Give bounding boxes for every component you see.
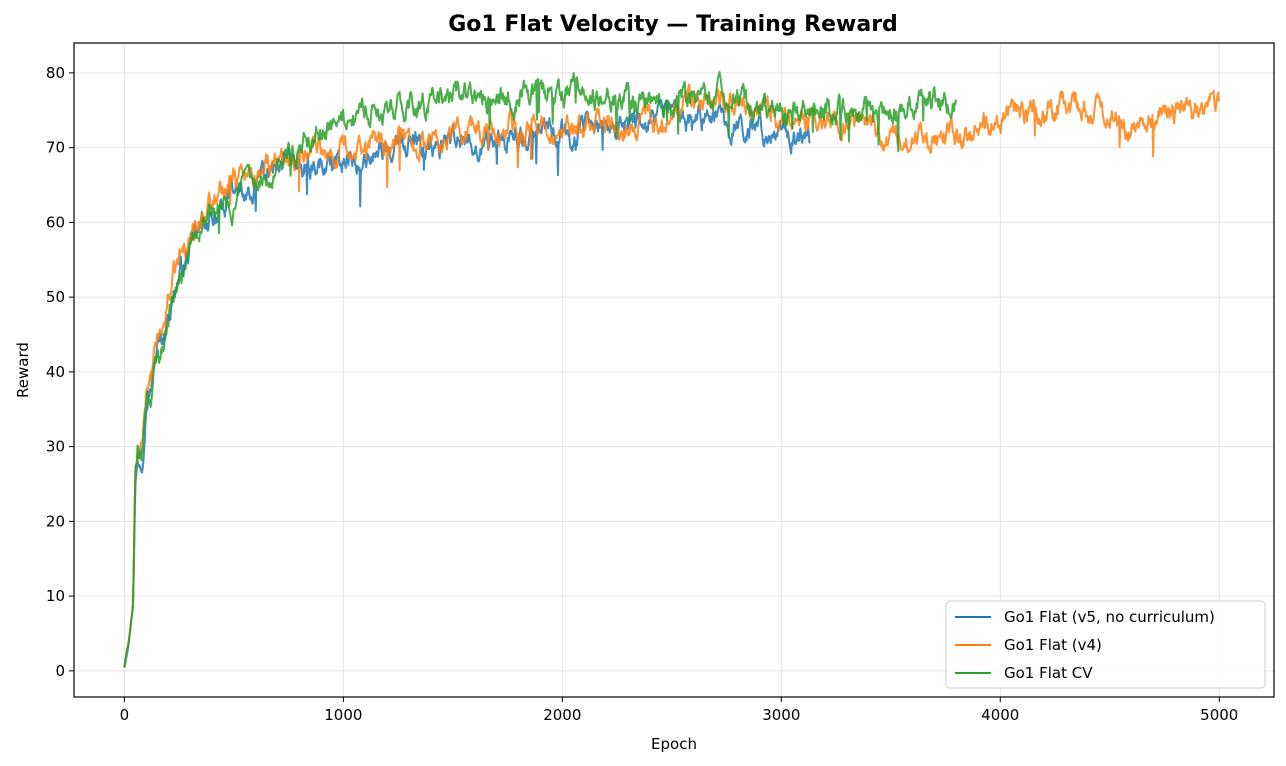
x-tick-label: 1000: [324, 706, 362, 724]
y-tick-label: 70: [46, 139, 65, 157]
x-axis-label: Epoch: [651, 735, 697, 753]
grid-lines: [74, 43, 1274, 697]
plot-area-frame: [73, 42, 1275, 698]
x-tick-label: 4000: [981, 706, 1019, 724]
y-tick-label: 50: [46, 288, 65, 306]
y-axis-label: Reward: [14, 342, 32, 398]
legend-entry: Go1 Flat (v5, no curriculum): [1004, 608, 1215, 626]
legend-entry: Go1 Flat (v4): [1004, 636, 1102, 654]
y-tick-label: 10: [46, 587, 65, 605]
legend-box: [945, 600, 1266, 689]
y-tick-label: 20: [46, 512, 65, 530]
y-tick-label: 40: [46, 363, 65, 381]
y-tick-label: 0: [55, 662, 65, 680]
x-tick-label: 2000: [543, 706, 581, 724]
y-tick-label: 30: [46, 438, 65, 456]
series-line-3: [123, 70, 958, 668]
y-tick-label: 60: [46, 213, 65, 231]
x-tick-label: 3000: [762, 706, 800, 724]
legend-entry: Go1 Flat CV: [1004, 664, 1093, 682]
x-axis-ticks: 0 1000 2000 3000 4000 5000: [120, 697, 1238, 724]
chart-title: Go1 Flat Velocity — Training Reward: [448, 12, 898, 37]
y-axis-ticks: 0 10 20 30 40 50 60 70 80: [46, 64, 74, 680]
x-tick-label: 5000: [1200, 706, 1238, 724]
x-tick-label: 0: [120, 706, 130, 724]
legend: Go1 Flat (v5, no curriculum) Go1 Flat (v4…: [945, 600, 1266, 689]
series-layer: [123, 70, 1220, 668]
y-tick-label: 80: [46, 64, 65, 82]
